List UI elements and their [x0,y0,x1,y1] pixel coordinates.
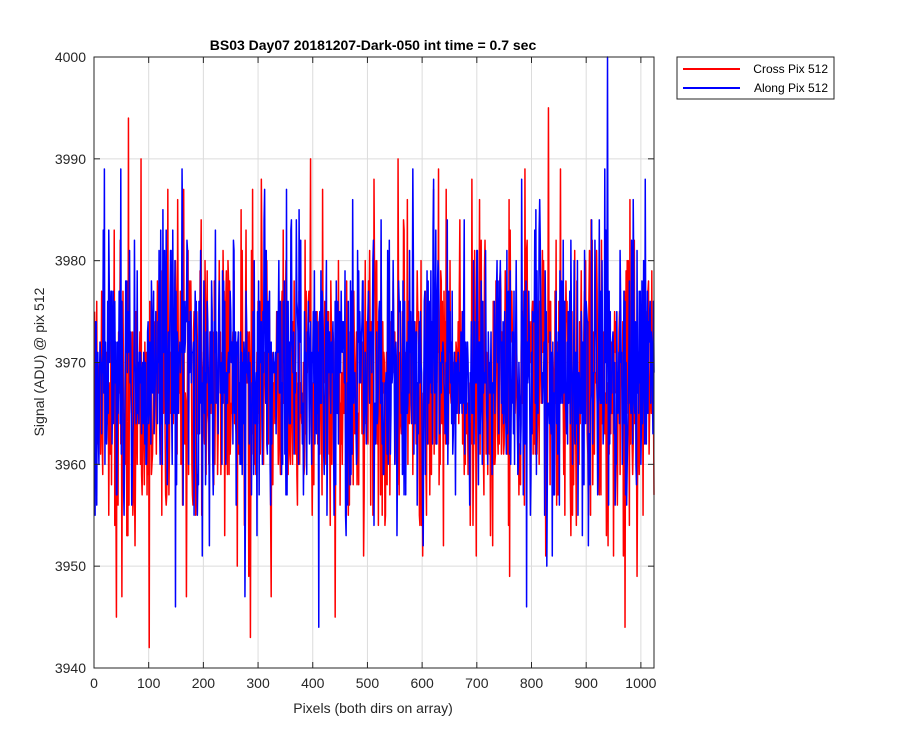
x-tick-label: 0 [90,675,98,691]
x-tick-label: 800 [520,675,544,691]
x-tick-label: 100 [137,675,161,691]
x-tick-label: 700 [465,675,489,691]
legend-label-cross: Cross Pix 512 [753,62,828,76]
x-tick-label: 200 [192,675,216,691]
y-tick-label: 3970 [55,355,86,371]
x-axis-title: Pixels (both dirs on array) [293,700,453,716]
legend-box [676,56,835,100]
y-tick-label: 3960 [55,456,86,472]
x-tick-label: 600 [410,675,434,691]
y-tick-label: 3980 [55,253,86,269]
plot-lines [93,56,655,649]
y-tick-label: 3940 [55,660,86,676]
series-line-along-pix-512 [93,56,655,629]
x-tick-label: 300 [246,675,270,691]
x-tick-labels: 0 100 200 300 400 500 600 700 800 900 1000 [90,675,657,691]
y-axis-title: Signal (ADU) @ pix 512 [31,287,47,436]
x-tick-label: 400 [301,675,325,691]
tick-marks [93,56,654,669]
y-tick-label: 3990 [55,151,86,167]
legend: Cross Pix 512 Along Pix 512 [676,56,835,100]
x-tick-label: 500 [356,675,380,691]
y-tick-label: 3950 [55,558,86,574]
x-tick-label: 900 [575,675,599,691]
x-tick-label: 1000 [625,675,656,691]
y-tick-label: 4000 [55,49,86,65]
y-tick-labels: 3940 3950 3960 3970 3980 3990 4000 [55,49,86,676]
legend-label-along: Along Pix 512 [754,81,828,95]
chart-title: BS03 Day07 20181207-Dark-050 int time = … [210,37,537,53]
